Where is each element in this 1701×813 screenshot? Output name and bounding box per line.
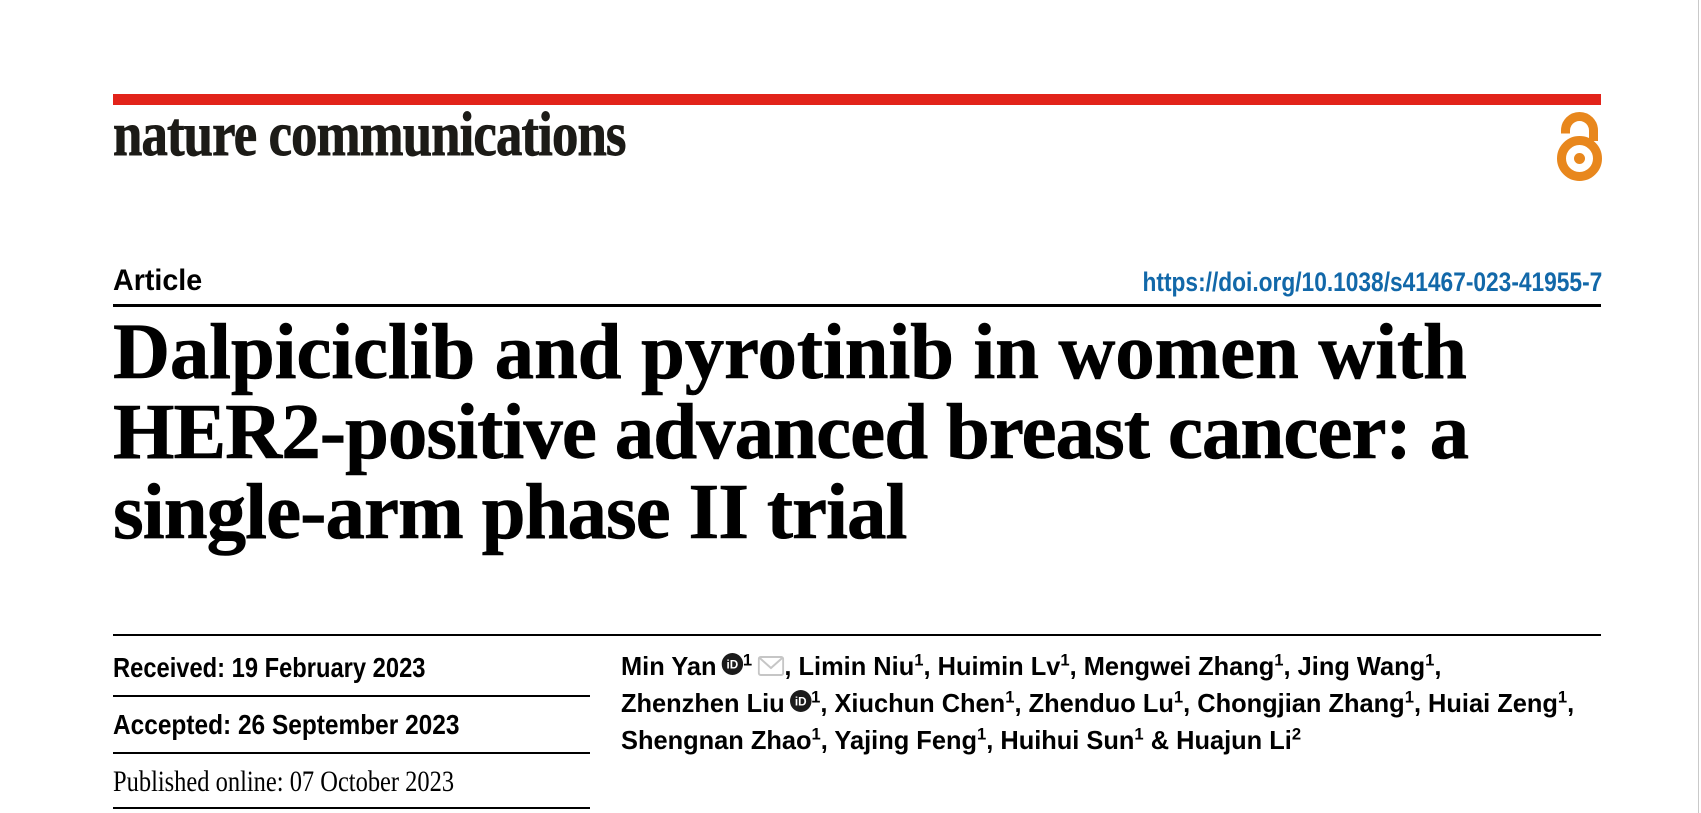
svg-text:iD: iD [726, 657, 738, 671]
svg-text:iD: iD [794, 695, 806, 709]
